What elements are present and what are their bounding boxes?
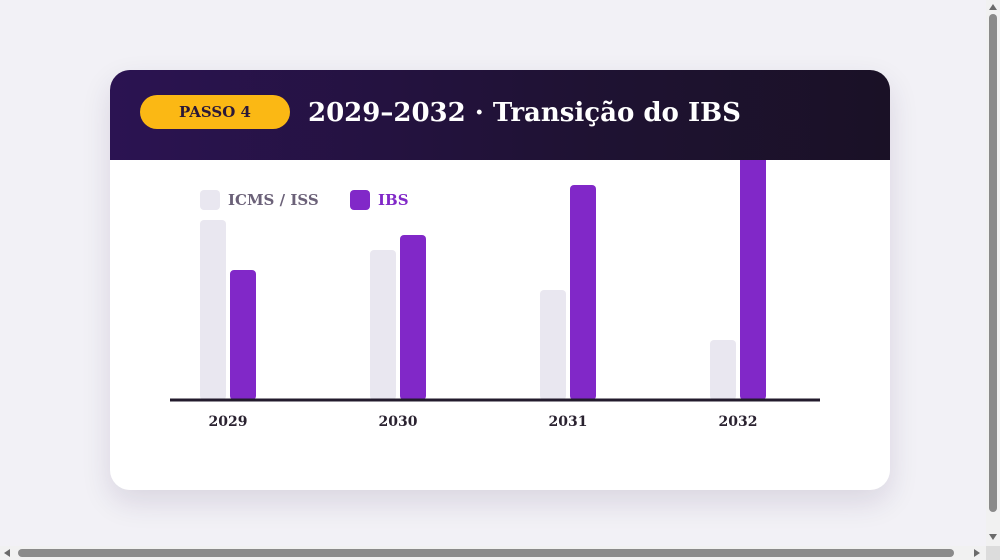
bar-ibs-2029 <box>230 270 256 400</box>
card-header: PASSO 4 2029–2032 · Transição do IBS <box>110 70 890 160</box>
legend-swatch-icms-iss <box>200 190 220 210</box>
scroll-down-arrow-icon[interactable] <box>989 534 997 540</box>
legend-label-ibs: IBS <box>378 191 409 209</box>
bar-ibs-2030 <box>400 235 426 400</box>
legend-label-icms-iss: ICMS / ISS <box>228 191 319 209</box>
scroll-up-arrow-icon[interactable] <box>989 4 997 10</box>
scroll-right-arrow-icon[interactable] <box>974 549 980 557</box>
horizontal-scroll-thumb[interactable] <box>18 549 954 557</box>
step-card: PASSO 4 2029–2032 · Transição do IBS ICM… <box>110 70 890 490</box>
bar-icms-iss-2029 <box>200 220 226 400</box>
bar-ibs-2031 <box>570 185 596 400</box>
x-tick-label-2029: 2029 <box>209 414 248 430</box>
bar-icms-iss-2032 <box>710 340 736 400</box>
step-badge: PASSO 4 <box>140 95 290 129</box>
x-tick-label-2032: 2032 <box>719 414 758 430</box>
scrollbar-corner <box>986 546 1000 560</box>
card-title: 2029–2032 · Transição do IBS <box>308 98 741 128</box>
bar-icms-iss-2030 <box>370 250 396 400</box>
bar-chart: 2029 2030 2031 2032 <box>170 160 820 430</box>
vertical-scroll-thumb[interactable] <box>989 14 997 512</box>
x-tick-label-2030: 2030 <box>379 414 418 430</box>
bar-icms-iss-2031 <box>540 290 566 400</box>
horizontal-scrollbar[interactable] <box>0 546 986 560</box>
bar-ibs-2032 <box>740 160 766 400</box>
vertical-scrollbar[interactable] <box>986 0 1000 546</box>
x-tick-label-2031: 2031 <box>549 414 588 430</box>
legend-swatch-ibs <box>350 190 370 210</box>
scroll-left-arrow-icon[interactable] <box>4 549 10 557</box>
